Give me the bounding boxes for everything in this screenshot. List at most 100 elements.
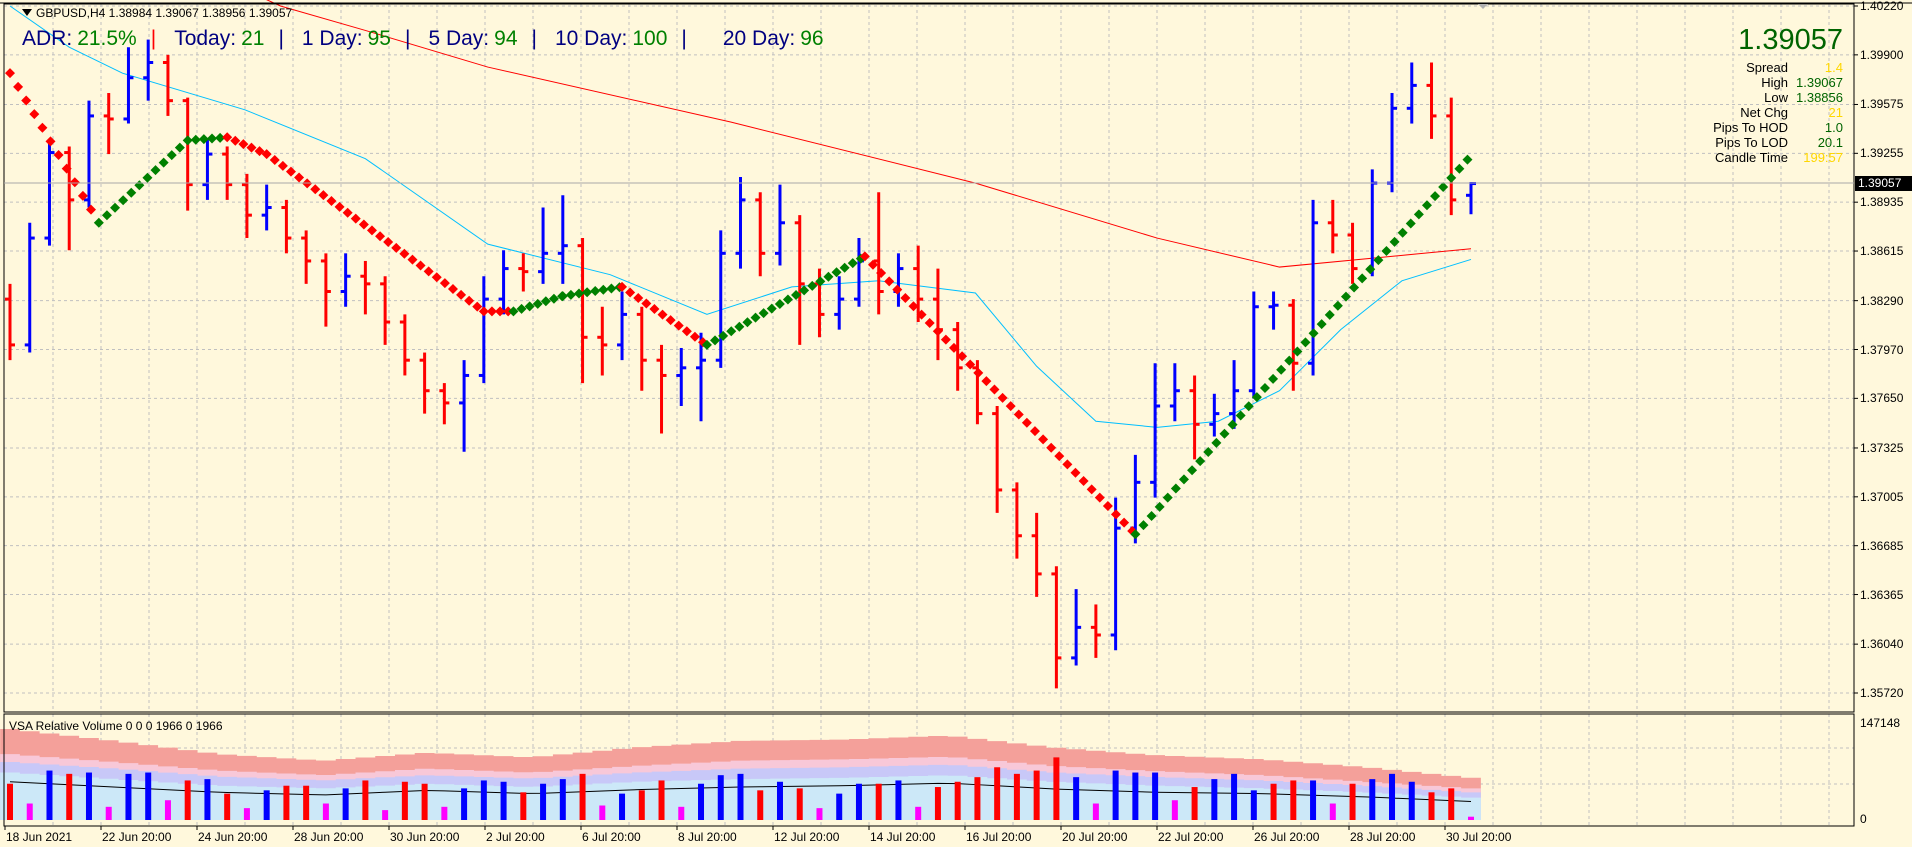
separator: |: [404, 27, 411, 50]
trend-dot: [681, 326, 692, 337]
volume-bar: [1132, 772, 1139, 820]
volume-bar: [737, 773, 744, 820]
trend-dot: [21, 95, 32, 106]
time-tick-label: 22 Jul 20:00: [1158, 830, 1224, 844]
trend-dot: [69, 177, 80, 188]
trend-dot: [548, 293, 559, 304]
volume-bar: [934, 787, 941, 820]
trend-dot: [1405, 218, 1416, 229]
price-bar: [459, 360, 470, 452]
volume-bar: [125, 773, 132, 820]
price-tick-label: 1.36040: [1860, 637, 1904, 652]
trend-dot: [847, 258, 858, 269]
volume-bar: [85, 772, 92, 820]
volume-bar: [698, 783, 705, 820]
trend-dot: [1332, 300, 1343, 311]
price-bar: [1209, 393, 1220, 437]
trend-dot: [1243, 401, 1254, 412]
volume-bar: [1171, 800, 1178, 820]
volume-bar: [342, 788, 349, 820]
collapse-triangle-icon[interactable]: [22, 9, 32, 16]
volume-bar: [875, 783, 882, 820]
trend-dot: [1284, 355, 1295, 366]
price-bar: [1031, 512, 1042, 597]
price-bar: [1051, 566, 1062, 689]
grid: [4, 4, 1858, 830]
price-bar: [1446, 97, 1457, 216]
trend-dot: [1421, 200, 1432, 211]
trend-dot: [766, 303, 777, 314]
info-label: Spread: [1746, 60, 1788, 75]
trend-dot: [77, 190, 88, 201]
trend-dot: [310, 184, 321, 195]
price-bar: [261, 184, 272, 231]
price-tick-label: 1.38290: [1860, 293, 1904, 308]
trend-dot: [190, 134, 201, 145]
trend-dot: [1430, 191, 1441, 202]
volume-bar: [520, 792, 527, 820]
volume-bar: [1191, 787, 1198, 820]
trend-dot: [1162, 492, 1173, 503]
volume-bar: [915, 806, 922, 820]
trend-dot: [366, 225, 377, 236]
trend-dot: [1324, 309, 1335, 320]
volume-bar: [382, 810, 389, 820]
volume-bar: [362, 780, 369, 820]
price-bar: [774, 184, 785, 266]
time-tick-label: 20 Jul 20:00: [1062, 830, 1128, 844]
volume-bar: [263, 790, 270, 820]
price-tick-label: 1.35720: [1860, 686, 1904, 700]
separator: |: [681, 27, 687, 50]
trend-dot: [1078, 476, 1089, 487]
trend-dot: [625, 287, 636, 298]
price-bar: [498, 250, 509, 315]
volume-bar: [283, 785, 290, 820]
volume-bar: [1073, 777, 1080, 820]
volume-bar: [678, 806, 685, 820]
volume-bar: [579, 773, 586, 820]
trend-dot: [1138, 520, 1149, 531]
time-tick-label: 30 Jul 20:00: [1446, 830, 1512, 844]
trend-dot: [1062, 459, 1073, 470]
chart-shift-marker[interactable]: [1478, 4, 1488, 9]
volume-bar: [461, 788, 468, 820]
info-value: 1.38856: [1796, 90, 1843, 105]
price-bar: [360, 260, 371, 315]
trend-dot: [13, 81, 24, 92]
volume-bar: [1369, 779, 1376, 820]
trend-dot: [53, 150, 64, 161]
volume-bar: [184, 780, 191, 820]
trend-dot: [940, 334, 951, 345]
trend-dot: [876, 268, 887, 279]
price-tick-label: 1.37970: [1860, 342, 1904, 357]
price-tick-label: 1.39575: [1860, 97, 1904, 112]
volume-bar: [441, 806, 448, 820]
trend-dot: [447, 283, 458, 294]
trend-dot: [1373, 255, 1384, 266]
trend-dot: [45, 136, 56, 147]
volume-bar: [1408, 781, 1415, 820]
symbol-ohlc: GBPUSD,H4 1.38984 1.39067 1.38956 1.3905…: [36, 6, 293, 20]
trend-dot: [1195, 456, 1206, 467]
trend-dot: [1211, 437, 1222, 448]
trend-dot: [524, 301, 535, 312]
trend-dot: [1227, 419, 1238, 430]
price-bars: [5, 39, 1476, 689]
trend-dot: [110, 202, 121, 213]
price-bar: [1308, 199, 1319, 376]
trend-dot: [1268, 373, 1279, 384]
volume-bar: [1310, 780, 1317, 820]
trend-dot: [617, 281, 628, 292]
volume-bar: [303, 785, 310, 820]
separator: |: [278, 27, 284, 50]
info-value: 21: [1828, 105, 1843, 120]
price-bar: [1288, 299, 1299, 391]
volume-bar: [1013, 773, 1020, 820]
trend-dot: [1046, 442, 1057, 453]
trend-dot: [742, 317, 753, 328]
trend-dot: [1308, 328, 1319, 339]
time-tick-label: 8 Jul 20:00: [678, 830, 737, 844]
price-bar: [202, 138, 213, 200]
trend-dot: [269, 154, 280, 165]
